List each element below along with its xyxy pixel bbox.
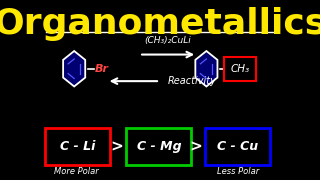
Text: >: > (111, 139, 124, 154)
FancyBboxPatch shape (45, 128, 110, 165)
Text: Organometallics: Organometallics (0, 7, 320, 41)
Text: C - Cu: C - Cu (217, 140, 258, 153)
FancyBboxPatch shape (205, 128, 270, 165)
Text: More Polar: More Polar (54, 167, 99, 176)
Polygon shape (63, 51, 85, 86)
Text: Reactivity: Reactivity (168, 76, 217, 86)
Text: Less Polar: Less Polar (217, 167, 259, 176)
Text: C - Mg: C - Mg (137, 140, 181, 153)
FancyBboxPatch shape (224, 57, 256, 81)
Text: (CH₃)₂CuLi: (CH₃)₂CuLi (145, 36, 191, 45)
Text: >: > (189, 139, 202, 154)
Polygon shape (195, 51, 218, 86)
Text: Br: Br (95, 64, 109, 74)
FancyBboxPatch shape (126, 128, 191, 165)
Text: C - Li: C - Li (60, 140, 95, 153)
Text: CH₃: CH₃ (230, 64, 250, 74)
